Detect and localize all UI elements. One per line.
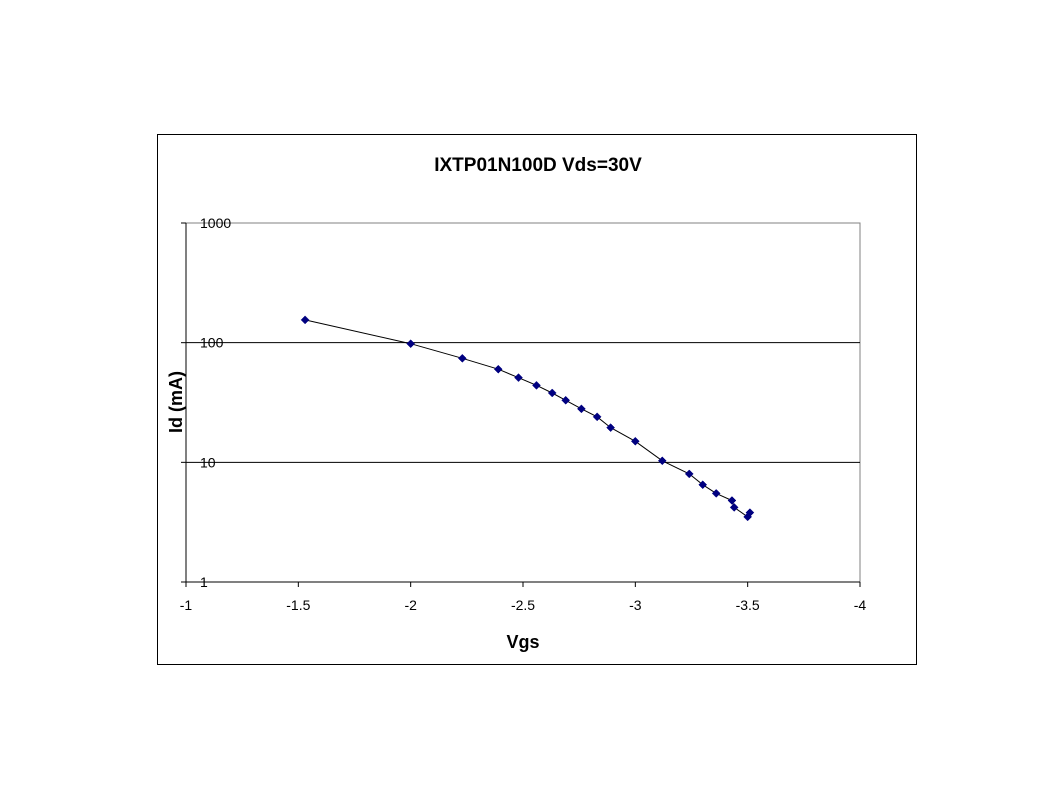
data-point [745, 508, 755, 517]
data-point [606, 423, 615, 432]
data-point [698, 480, 708, 490]
grid-layer [186, 342, 860, 463]
data-point [729, 503, 739, 512]
x-tick-label: -4 [854, 597, 867, 613]
x-axis-title: Vgs [506, 632, 539, 652]
x-tick-label: -3.5 [736, 597, 760, 613]
data-point [727, 496, 737, 505]
chart-title: IXTP01N100D Vds=30V [434, 155, 642, 176]
series-layer [300, 315, 755, 522]
data-point [406, 339, 416, 349]
y-tick-label: 1000 [200, 215, 231, 231]
data-point [300, 315, 310, 325]
x-tick-label: -2 [404, 597, 417, 613]
data-point [630, 436, 640, 446]
data-point [684, 469, 694, 479]
data-point [711, 489, 721, 498]
data-point [592, 412, 602, 422]
x-tick-label: -1 [180, 597, 193, 613]
y-tick-label: 100 [200, 335, 224, 351]
data-point [577, 404, 586, 414]
plot-area [185, 222, 861, 583]
data-point [493, 364, 503, 374]
x-tick-label: -2.5 [511, 597, 535, 613]
data-point [657, 456, 667, 466]
y-tick-label: 10 [200, 454, 216, 470]
data-point [532, 380, 541, 390]
data-point [514, 373, 523, 383]
y-axis-title: Id (mA) [166, 371, 186, 433]
data-point [457, 353, 467, 363]
data-point [547, 388, 557, 398]
x-tick-label: -1.5 [286, 597, 310, 613]
chart-frame: IXTP01N100D Vds=30V 1 10 100 1000 -1 -1.5 -2 -2… [157, 134, 917, 665]
x-tick-label: -3 [629, 597, 642, 613]
data-point [561, 395, 571, 405]
